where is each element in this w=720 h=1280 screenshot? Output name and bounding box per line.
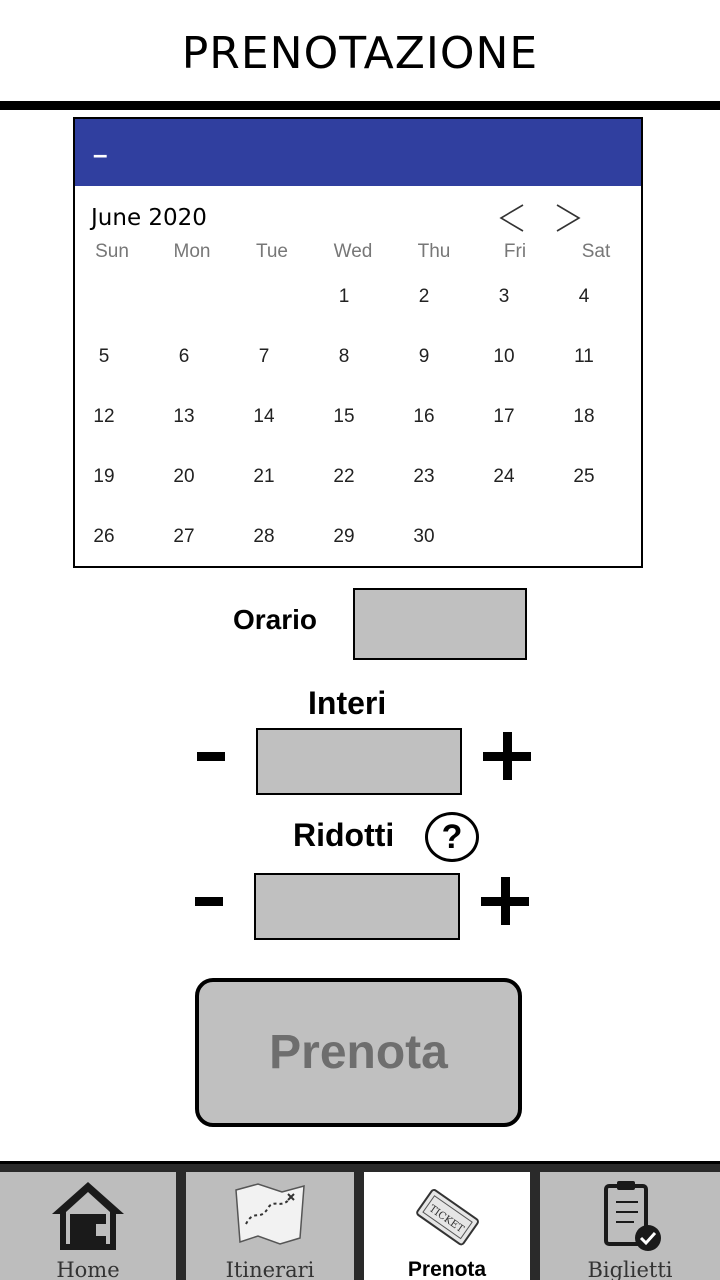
calendar-day[interactable]: 20: [173, 466, 195, 487]
ridotti-decrement-button[interactable]: [195, 897, 223, 906]
calendar-day[interactable]: 3: [498, 286, 510, 307]
calendar-day[interactable]: 2: [418, 286, 430, 307]
previous-month-button[interactable]: [497, 201, 531, 235]
weekday-wed: Wed: [333, 241, 373, 262]
tab-itinerari[interactable]: Itinerari: [186, 1172, 354, 1280]
interi-decrement-button[interactable]: [197, 752, 225, 761]
calendar-day[interactable]: 28: [253, 526, 275, 547]
calendar-day[interactable]: 6: [178, 346, 190, 367]
map-icon: [235, 1183, 305, 1245]
calendar-day[interactable]: 22: [333, 466, 355, 487]
calendar-day[interactable]: 26: [93, 526, 115, 547]
tab-prenota[interactable]: TICKET Prenota: [364, 1172, 530, 1280]
calendar-day[interactable]: 15: [333, 406, 355, 427]
tab-itinerari-label: Itinerari: [225, 1258, 315, 1280]
interi-label: Interi: [308, 685, 387, 721]
calendar-header: –: [75, 119, 641, 186]
calendar-day[interactable]: 9: [418, 346, 430, 367]
calendar-day[interactable]: 27: [173, 526, 195, 547]
weekday-row: Sun Mon Tue Wed Thu Fri Sat: [75, 241, 641, 265]
weekday-mon: Mon: [173, 241, 211, 262]
orario-field[interactable]: [353, 588, 527, 660]
tab-biglietti-label: Biglietti: [587, 1258, 673, 1280]
prenota-button[interactable]: Prenota: [195, 978, 522, 1127]
calendar-day[interactable]: 18: [573, 406, 595, 427]
tab-biglietti[interactable]: Biglietti: [540, 1172, 720, 1280]
calendar-day[interactable]: 13: [173, 406, 195, 427]
weekday-fri: Fri: [503, 241, 527, 262]
orario-label: Orario: [233, 604, 318, 635]
weekday-sun: Sun: [95, 241, 129, 262]
weekday-sat: Sat: [581, 241, 611, 262]
chevron-left-icon: [499, 204, 524, 232]
weekday-thu: Thu: [417, 241, 451, 262]
tab-home[interactable]: Home: [0, 1172, 176, 1280]
interi-quantity-field[interactable]: [256, 728, 462, 795]
calendar-day[interactable]: 25: [573, 466, 595, 487]
ticket-icon: TICKET: [416, 1189, 479, 1246]
calendar-header-text: –: [93, 139, 108, 169]
tab-prenota-label: Prenota: [407, 1258, 487, 1280]
calendar-day[interactable]: 23: [413, 466, 435, 487]
calendar-day[interactable]: 1: [338, 286, 350, 307]
date-picker: – June 2020 Sun Mon Tue Wed Thu Fri Sat …: [73, 117, 643, 568]
home-icon: [52, 1182, 124, 1250]
bottom-tab-bar: Home Itinerari TICKET Prenota: [0, 1164, 720, 1280]
calendar-day[interactable]: 4: [578, 286, 590, 307]
interi-increment-button[interactable]: [483, 732, 531, 780]
ridotti-quantity-field[interactable]: [254, 873, 460, 940]
calendar-day[interactable]: 29: [333, 526, 355, 547]
calendar-day[interactable]: 16: [413, 406, 435, 427]
ridotti-label: Ridotti: [293, 817, 395, 853]
calendar-day[interactable]: 21: [253, 466, 275, 487]
next-month-button[interactable]: [549, 201, 583, 235]
calendar-day[interactable]: 17: [493, 406, 515, 427]
calendar-day[interactable]: 10: [493, 346, 515, 367]
calendar-day[interactable]: 30: [413, 526, 435, 547]
help-icon[interactable]: ?: [425, 812, 479, 862]
calendar-day[interactable]: 5: [98, 346, 110, 367]
calendar-day[interactable]: 24: [493, 466, 515, 487]
month-label: June 2020: [91, 205, 207, 231]
calendar-day[interactable]: 19: [93, 466, 115, 487]
weekday-tue: Tue: [255, 241, 289, 262]
calendar-day[interactable]: 8: [338, 346, 350, 367]
clipboard-check-icon: [604, 1181, 661, 1251]
calendar-day[interactable]: 12: [93, 406, 115, 427]
chevron-right-icon: [556, 204, 581, 232]
page-title: PRENOTAZIONE: [181, 28, 539, 79]
title-divider: [0, 101, 720, 110]
calendar-day[interactable]: 11: [574, 346, 594, 367]
calendar-day[interactable]: 14: [253, 406, 275, 427]
tab-home-label: Home: [56, 1258, 120, 1280]
calendar-day[interactable]: 7: [258, 346, 270, 367]
tabbar-divider: [0, 1161, 720, 1164]
ridotti-increment-button[interactable]: [481, 877, 529, 925]
